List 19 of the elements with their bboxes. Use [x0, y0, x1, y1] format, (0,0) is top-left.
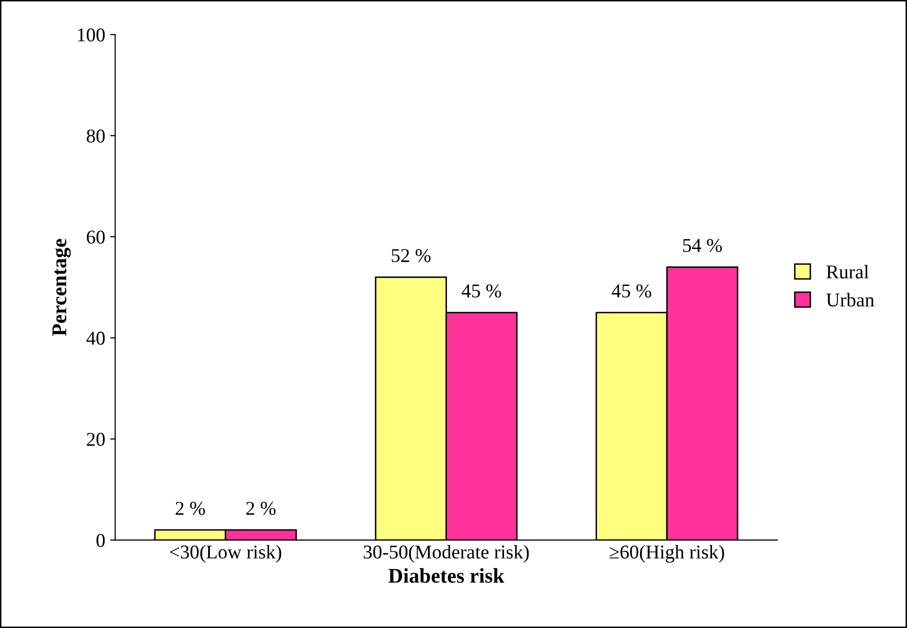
data-label: 45 %	[462, 284, 502, 298]
data-label: 2 %	[176, 502, 205, 515]
legend-label: Rural	[826, 264, 869, 278]
data-label: 52 %	[392, 249, 431, 262]
legend-label: Urban	[826, 292, 874, 307]
y-tick-label: 60	[86, 230, 105, 244]
y-tick-label: 40	[86, 332, 105, 345]
y-tick-label: 100	[78, 28, 105, 42]
y-tick-label: 0	[96, 534, 105, 548]
y-tick-label: 20	[86, 432, 105, 446]
data-label: 2 %	[246, 502, 276, 515]
x-axis-title: Diabetes risk	[388, 568, 504, 583]
y-tick-label: 80	[86, 129, 105, 143]
x-tick-label: <30(Low risk)	[170, 544, 282, 563]
x-tick-label: ≥60(High risk)	[610, 544, 724, 563]
x-tick-label: 30-50(Moderate risk)	[364, 544, 529, 563]
y-axis-title: Percentage	[52, 238, 71, 336]
data-label: 45 %	[612, 284, 652, 298]
data-label: 54 %	[683, 238, 722, 252]
